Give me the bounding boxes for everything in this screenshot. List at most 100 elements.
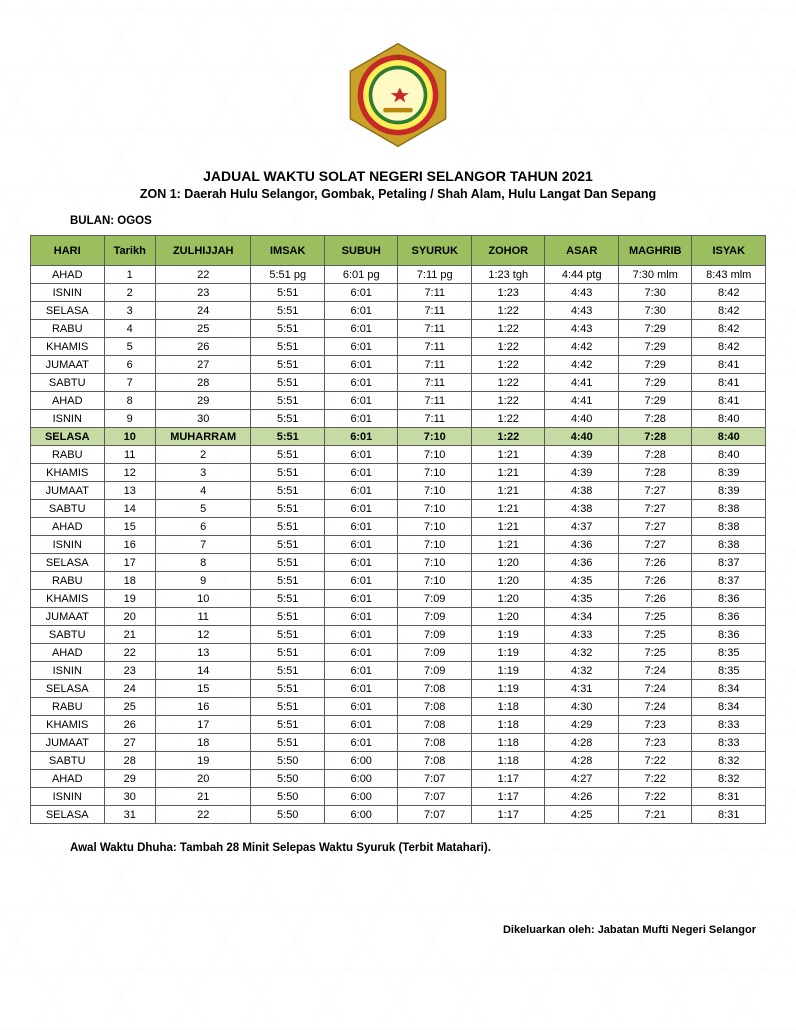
table-cell: 5:51 [251,482,325,500]
table-cell: RABU [31,320,105,338]
table-cell: JUMAAT [31,608,105,626]
table-cell: 1:21 [471,536,545,554]
table-cell: 1:22 [471,302,545,320]
table-cell: ISNIN [31,410,105,428]
table-cell: 7:11 [398,302,472,320]
column-header: ISYAK [692,236,766,266]
table-row: AHAD1225:51 pg6:01 pg7:11 pg1:23 tgh4:44… [31,266,766,284]
table-cell: 7:22 [618,752,692,770]
table-cell: 6:01 [324,662,398,680]
table-row: RABU1895:516:017:101:204:357:268:37 [31,572,766,590]
table-cell: 4:37 [545,518,619,536]
table-row: SELASA31225:506:007:071:174:257:218:31 [31,806,766,824]
header-row: HARITarikhZULHIJJAHIMSAKSUBUHSYURUKZOHOR… [31,236,766,266]
table-cell: 1:22 [471,320,545,338]
table-cell: 13 [104,482,155,500]
table-cell: SELASA [31,806,105,824]
table-cell: 5 [104,338,155,356]
table-cell: 7:07 [398,788,472,806]
table-cell: 5:50 [251,806,325,824]
table-cell: 4:36 [545,554,619,572]
table-cell: 28 [155,374,251,392]
table-cell: SABTU [31,626,105,644]
table-cell: 29 [155,392,251,410]
table-cell: RABU [31,698,105,716]
table-row: ISNIN1675:516:017:101:214:367:278:38 [31,536,766,554]
table-cell: 9 [104,410,155,428]
column-header: MAGHRIB [618,236,692,266]
table-cell: 8:32 [692,770,766,788]
table-cell: KHAMIS [31,338,105,356]
table-cell: 7:23 [618,734,692,752]
table-row: ISNIN30215:506:007:071:174:267:228:31 [31,788,766,806]
table-cell: SELASA [31,428,105,446]
table-row: KHAMIS26175:516:017:081:184:297:238:33 [31,716,766,734]
table-cell: 6:01 [324,536,398,554]
table-cell: 4:33 [545,626,619,644]
table-cell: 6:01 [324,680,398,698]
table-cell: 5 [155,500,251,518]
table-cell: 26 [155,338,251,356]
table-cell: 19 [155,752,251,770]
table-cell: 25 [155,320,251,338]
table-cell: SABTU [31,500,105,518]
table-cell: 5:51 [251,590,325,608]
table-cell: 29 [104,770,155,788]
table-cell: 2 [155,446,251,464]
table-cell: 27 [155,356,251,374]
table-cell: 7 [104,374,155,392]
table-row: JUMAAT6275:516:017:111:224:427:298:41 [31,356,766,374]
table-cell: AHAD [31,644,105,662]
table-row: SABTU1455:516:017:101:214:387:278:38 [31,500,766,518]
table-cell: 5:51 [251,608,325,626]
table-cell: 20 [155,770,251,788]
table-cell: 8:36 [692,626,766,644]
table-cell: 24 [155,302,251,320]
table-cell: 7:25 [618,608,692,626]
table-cell: 1:21 [471,482,545,500]
table-cell: 4:43 [545,284,619,302]
table-cell: AHAD [31,518,105,536]
table-cell: 17 [155,716,251,734]
page-title: JADUAL WAKTU SOLAT NEGERI SELANGOR TAHUN… [30,168,766,184]
table-cell: 6:01 [324,284,398,302]
table-row: ISNIN2235:516:017:111:234:437:308:42 [31,284,766,302]
table-cell: 7:08 [398,698,472,716]
table-cell: 8:41 [692,392,766,410]
table-cell: 5:51 [251,518,325,536]
table-cell: 16 [155,698,251,716]
column-header: HARI [31,236,105,266]
table-cell: 1:18 [471,734,545,752]
table-cell: 7:28 [618,446,692,464]
table-cell: 7:21 [618,806,692,824]
table-cell: 7:26 [618,590,692,608]
table-cell: 4:41 [545,392,619,410]
table-cell: 5:51 [251,662,325,680]
table-cell: 6:01 [324,464,398,482]
table-cell: 1:19 [471,680,545,698]
table-cell: 7:24 [618,680,692,698]
table-cell: 7:22 [618,788,692,806]
table-cell: SABTU [31,752,105,770]
table-cell: 7:29 [618,338,692,356]
table-cell: 7:26 [618,554,692,572]
table-cell: 4:43 [545,320,619,338]
table-cell: 7:24 [618,662,692,680]
table-cell: 27 [104,734,155,752]
table-row: SABTU21125:516:017:091:194:337:258:36 [31,626,766,644]
table-cell: 7:25 [618,644,692,662]
table-cell: SELASA [31,554,105,572]
table-cell: 7:09 [398,662,472,680]
table-cell: 7:10 [398,500,472,518]
table-cell: 19 [104,590,155,608]
table-cell: 5:51 [251,554,325,572]
table-cell: 8:40 [692,428,766,446]
table-cell: 1:20 [471,572,545,590]
table-cell: RABU [31,572,105,590]
table-cell: 5:51 [251,392,325,410]
table-cell: 7:09 [398,626,472,644]
table-cell: 6:01 [324,428,398,446]
table-cell: 7:29 [618,392,692,410]
table-cell: 5:51 pg [251,266,325,284]
table-cell: 6:01 [324,572,398,590]
